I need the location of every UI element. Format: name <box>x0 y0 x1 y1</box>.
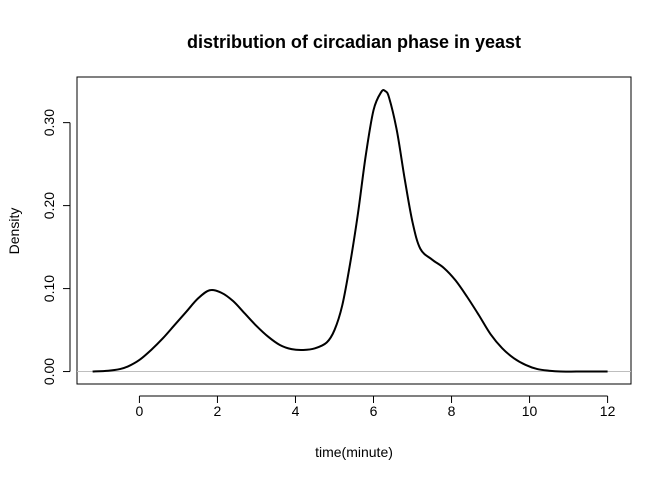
x-tick-label-4: 8 <box>448 403 456 419</box>
y-tick-label-1: 0.10 <box>41 275 57 302</box>
plot-box <box>76 76 632 385</box>
x-axis-label: time(minute) <box>315 444 393 460</box>
x-tick-label-3: 6 <box>370 403 378 419</box>
x-tick-label-5: 10 <box>522 403 538 419</box>
y-tick-label-3: 0.30 <box>41 109 57 136</box>
y-tick-label-0: 0.00 <box>41 358 57 385</box>
x-tick-label-0: 0 <box>136 403 144 419</box>
x-tick-label-2: 4 <box>292 403 300 419</box>
density-curve-0 <box>92 88 608 373</box>
y-axis-label: Density <box>6 208 22 255</box>
x-tick-label-6: 12 <box>600 403 616 419</box>
chart-title: distribution of circadian phase in yeast <box>187 32 521 52</box>
x-tick-label-1: 2 <box>214 403 222 419</box>
y-tick-label-2: 0.20 <box>41 192 57 219</box>
plot-layer: 0 2 4 6 8 10 12 0.00 0.10 0.20 0.30 <box>41 88 631 419</box>
